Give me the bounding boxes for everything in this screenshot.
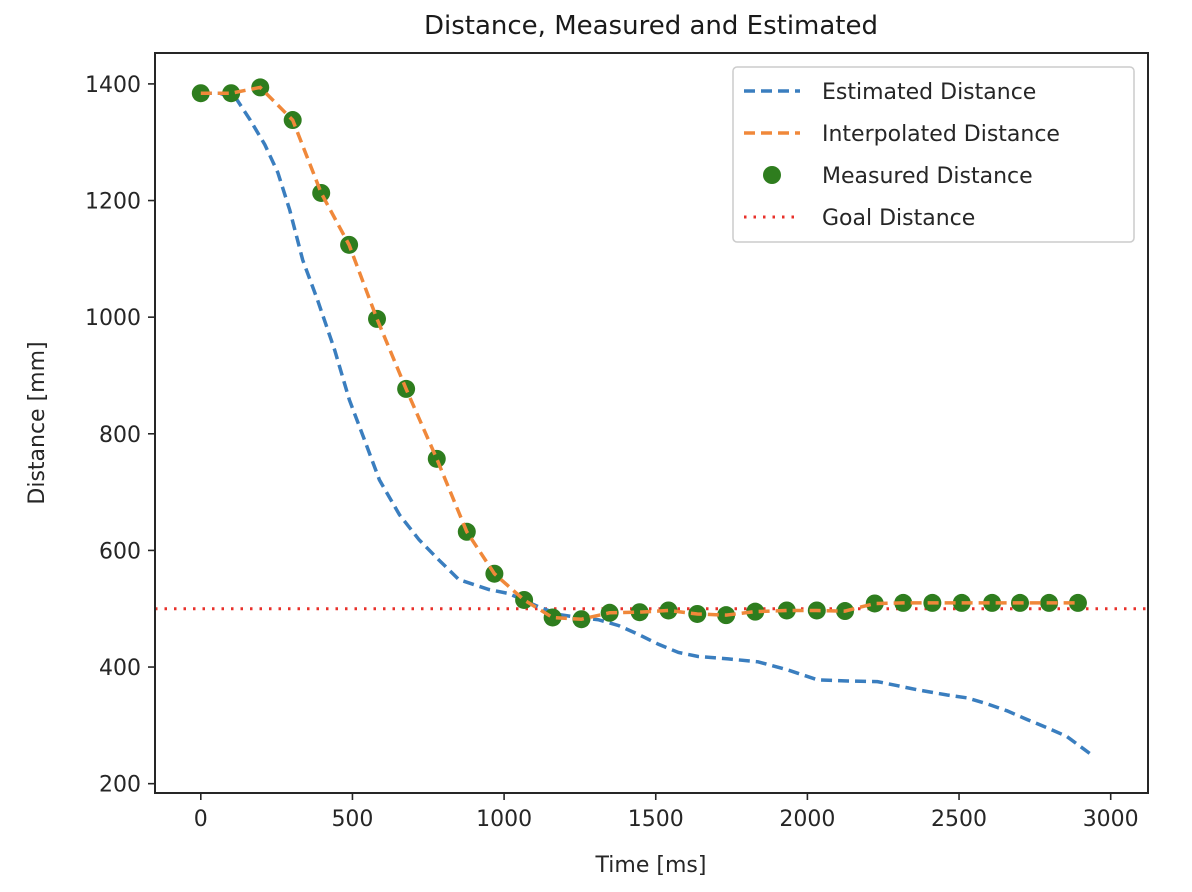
measured-distance-point <box>191 84 210 103</box>
x-tick-label: 1500 <box>628 807 684 832</box>
legend-label: Goal Distance <box>822 206 975 231</box>
axes-frame <box>154 52 1149 794</box>
legend-label: Estimated Distance <box>822 80 1036 105</box>
plot-area <box>155 78 1148 758</box>
measured-distance-point <box>427 449 446 468</box>
legend-label: Interpolated Distance <box>822 122 1060 147</box>
y-tick-label: 1400 <box>85 73 141 98</box>
measured-distance-point <box>777 601 796 620</box>
y-tick-label: 200 <box>99 773 141 798</box>
chart-title: Distance, Measured and Estimated <box>424 11 878 41</box>
x-axis-label: Time [ms] <box>595 853 707 878</box>
y-tick-label: 800 <box>99 423 141 448</box>
x-tick-label: 0 <box>194 807 208 832</box>
legend-item: Goal Distance <box>744 206 975 231</box>
legend-marker <box>763 166 781 184</box>
measured-distance-point <box>312 183 331 202</box>
estimated-distance-line <box>200 91 1094 758</box>
y-tick-label: 1200 <box>85 190 141 215</box>
x-tick-label: 1000 <box>476 807 532 832</box>
y-axis-label: Distance [mm] <box>25 341 50 504</box>
x-tick-label: 2500 <box>931 807 987 832</box>
x-axis: 0 500 1000 1500 2000 2500 3000 <box>194 793 1139 832</box>
legend-item: Estimated Distance <box>744 80 1036 105</box>
measured-distance-point <box>865 594 884 613</box>
interpolated-distance-line <box>200 85 1078 621</box>
y-tick-label: 400 <box>99 656 141 681</box>
legend-label: Measured Distance <box>822 164 1033 189</box>
measured-distance-point <box>368 309 387 328</box>
legend-item: Interpolated Distance <box>744 122 1060 147</box>
x-tick-label: 2000 <box>779 807 835 832</box>
measured-distance-point <box>983 593 1002 612</box>
x-tick-label: 500 <box>331 807 373 832</box>
measured-distance-point <box>659 601 678 620</box>
measured-distance-point <box>630 603 649 622</box>
measured-distance-point <box>746 602 765 621</box>
y-tick-label: 1000 <box>85 306 141 331</box>
x-tick-label: 3000 <box>1083 807 1139 832</box>
y-axis: 200 400 600 800 1000 1200 1400 <box>85 73 155 798</box>
measured-distance-point <box>1068 593 1087 612</box>
legend-frame <box>732 66 1135 243</box>
measured-distance-point <box>222 84 241 103</box>
legend: Estimated Distance Interpolated Distance M… <box>732 66 1135 243</box>
legend-item: Measured Distance <box>763 164 1033 189</box>
y-tick-label: 600 <box>99 539 141 564</box>
